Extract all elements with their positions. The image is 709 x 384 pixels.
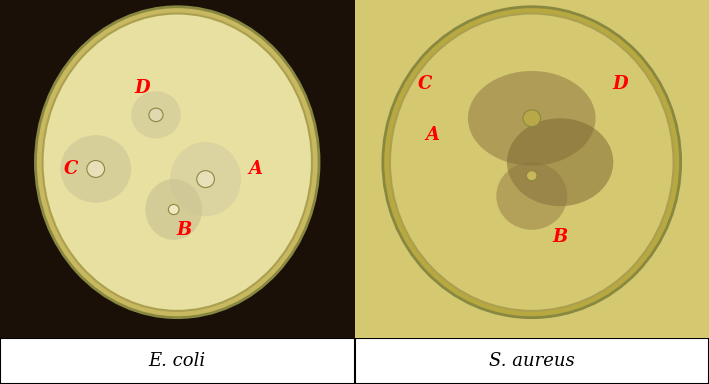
Ellipse shape bbox=[507, 118, 613, 206]
Text: D: D bbox=[134, 79, 150, 97]
Text: D: D bbox=[613, 76, 628, 93]
Circle shape bbox=[196, 170, 214, 187]
FancyBboxPatch shape bbox=[354, 338, 709, 384]
Text: S. aureus: S. aureus bbox=[489, 352, 574, 370]
Circle shape bbox=[87, 161, 105, 177]
Ellipse shape bbox=[43, 13, 312, 311]
Text: C: C bbox=[418, 76, 432, 93]
Ellipse shape bbox=[60, 135, 131, 203]
Text: A: A bbox=[248, 160, 262, 178]
Ellipse shape bbox=[170, 142, 241, 216]
Circle shape bbox=[526, 170, 537, 181]
Circle shape bbox=[149, 108, 163, 122]
Text: C: C bbox=[64, 160, 78, 178]
Ellipse shape bbox=[390, 13, 674, 311]
Text: A: A bbox=[425, 126, 440, 144]
Text: B: B bbox=[552, 228, 568, 245]
Ellipse shape bbox=[35, 7, 319, 318]
Ellipse shape bbox=[383, 7, 681, 318]
Ellipse shape bbox=[468, 71, 596, 166]
Circle shape bbox=[523, 110, 540, 127]
Ellipse shape bbox=[145, 179, 202, 240]
Ellipse shape bbox=[496, 162, 567, 230]
Ellipse shape bbox=[131, 91, 181, 139]
FancyBboxPatch shape bbox=[0, 338, 354, 384]
Text: B: B bbox=[177, 221, 192, 239]
Circle shape bbox=[169, 204, 179, 215]
Text: E. coli: E. coli bbox=[149, 352, 206, 370]
